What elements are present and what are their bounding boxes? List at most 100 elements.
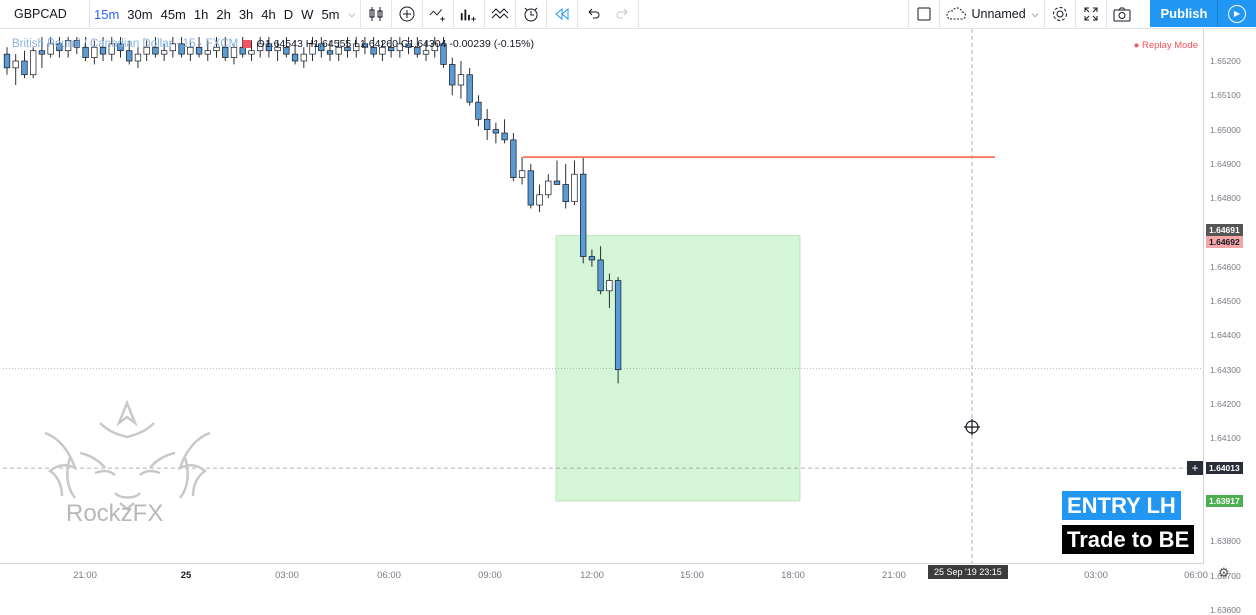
price-axis[interactable]: 1.65200 1.65100 1.65000 1.64900 1.64800 1.646… [1187,29,1256,615]
candle [335,40,342,61]
candle [318,36,325,58]
candle [379,40,386,61]
time-label: 03:00 [1084,570,1108,581]
price-badge: 1.64692 [1206,236,1243,249]
interval-4h[interactable]: 4h [261,6,276,22]
tiger-logo [44,399,211,511]
candle [414,36,421,58]
candle [99,36,107,61]
price-label: 1.63700 [1210,570,1241,581]
interval-1h[interactable]: 1h [193,6,209,22]
crosshair-date-label: 25 Sep '19 23:15 [928,565,1008,579]
candle-style-icon[interactable] [361,0,391,28]
interval-d[interactable]: D [283,6,294,22]
candle [484,109,491,140]
candle [614,277,622,384]
candle [38,36,46,68]
financials-icon[interactable] [454,0,484,28]
divider [391,0,393,28]
divider [577,0,579,28]
interval-30m[interactable]: 30m [127,6,153,22]
legend-ohlc: O1.64543 H1.64555 L1.64260 C1.64304 -0.0… [256,38,534,50]
gear-icon[interactable] [1045,0,1075,28]
publish-button[interactable]: Publish [1150,0,1218,27]
crosshair-plus-icon[interactable]: + [1187,461,1203,476]
fullscreen-icon[interactable] [1076,0,1106,28]
replay-mode-indicator[interactable]: ● Replay Mode [1133,40,1198,51]
candle [300,47,307,68]
chevron-down-icon: ⌵ [1031,8,1039,19]
candle [353,36,360,58]
candle [326,40,334,61]
price-label: 1.64500 [1210,296,1241,307]
candle [536,184,543,212]
candle [344,36,351,58]
time-label: 15:00 [680,570,704,581]
candle [475,95,482,127]
candle [12,54,19,86]
redo-icon[interactable] [608,0,638,28]
candle [64,36,72,58]
templates-icon[interactable] [485,0,515,28]
candle [588,249,596,267]
price-label: 1.64600 [1210,261,1241,272]
candle [466,67,473,106]
settings-icon[interactable]: ⚙ [1218,565,1230,580]
add-compare-icon[interactable] [392,0,422,28]
candle [553,160,561,185]
cloud-icon [947,7,967,20]
candle [571,160,578,206]
interval-w[interactable]: W [301,6,314,22]
candle [449,57,456,96]
interval-5m[interactable]: 5m [321,6,340,22]
interval-45m[interactable]: 45m [160,6,186,22]
price-label: 1.64300 [1210,364,1241,375]
candle [126,40,133,65]
interval-15m[interactable]: 15m [94,6,120,22]
price-chart[interactable] [3,29,1202,564]
interval-3h[interactable]: 3h [238,6,254,22]
chart-pane[interactable] [3,29,1202,564]
candle [291,40,299,65]
candle [422,40,430,61]
camera-icon[interactable] [1107,0,1137,28]
price-label: 1.64800 [1210,193,1241,204]
legend-title[interactable]: British Pound / Canadian Dollar · 15 · F… [12,38,239,50]
legend-color-icon [243,39,252,48]
divider [515,0,517,28]
interval-2h[interactable]: 2h [216,6,231,22]
candle [492,122,500,144]
divider [638,0,640,28]
symbol-search[interactable]: GBPCAD [0,0,90,28]
candle [134,47,142,68]
indicators-icon[interactable] [423,0,453,28]
chart-legend: British Pound / Canadian Dollar · 15 · F… [12,38,534,50]
candle [580,157,587,264]
price-label: 1.64200 [1210,399,1241,409]
candle [309,36,316,61]
candle [82,36,89,61]
play-button[interactable]: ▶ [1217,0,1256,27]
candle [195,36,203,58]
price-label: 1.65100 [1210,90,1241,101]
candle [370,36,377,58]
candle [405,36,412,55]
candle [527,163,534,209]
candle [431,36,438,58]
price-label: 1.64900 [1210,158,1241,169]
candle [30,47,37,79]
price-label: 1.64400 [1210,330,1241,341]
divider [1044,0,1045,28]
alert-clock-icon[interactable] [516,0,546,28]
price-badge: 1.64691 [1206,223,1243,236]
price-badge: 1.63917 [1206,495,1243,508]
divider [360,0,362,28]
replay-rewind-icon[interactable] [547,0,577,28]
undo-icon[interactable] [578,0,608,28]
candle [143,40,150,61]
chevron-down-icon[interactable]: ⌵ [348,8,356,19]
fullscreen-square-icon[interactable] [909,0,939,28]
layout-menu[interactable]: Unnamed ⌵ [940,0,1044,28]
time-axis[interactable]: 21:00 25 03:00 06:00 09:00 12:00 15:00 18:00 21:… [0,563,1208,587]
time-label: 21:00 [882,570,906,581]
